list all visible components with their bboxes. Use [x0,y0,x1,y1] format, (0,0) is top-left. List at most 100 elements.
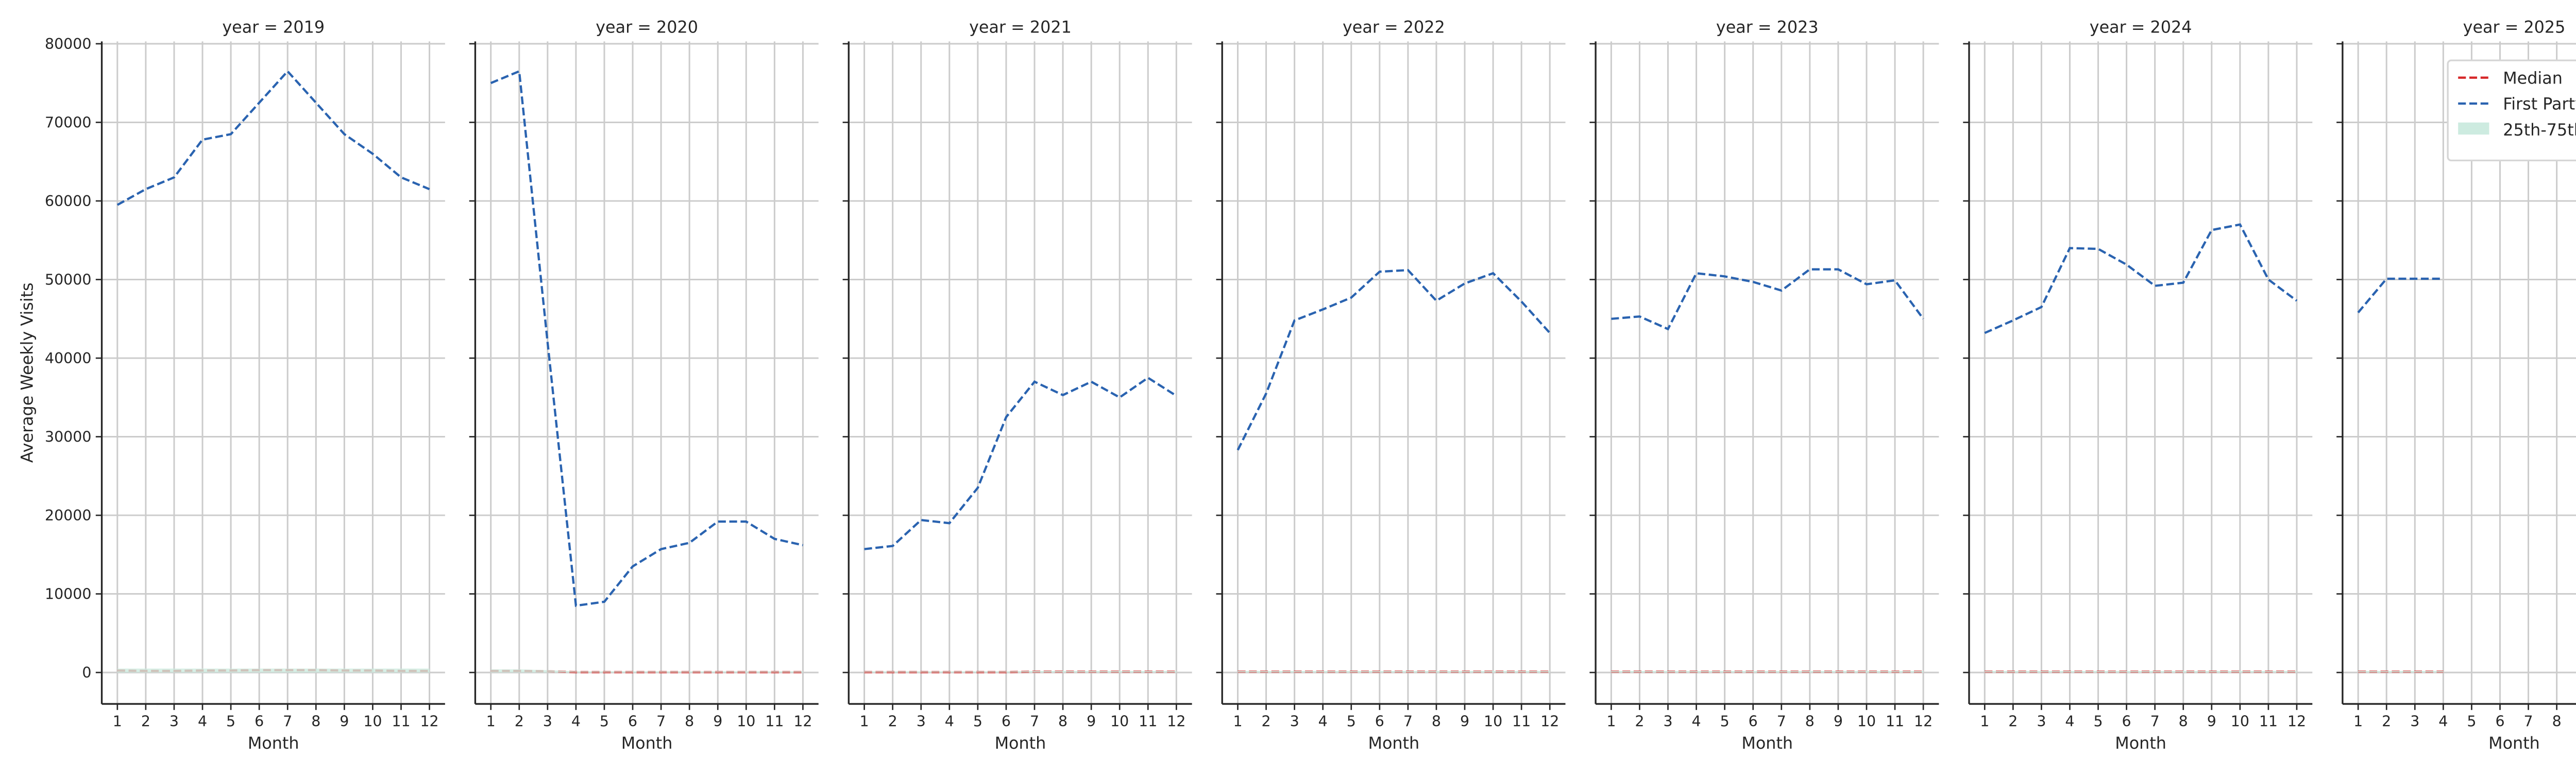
x-tick-label: 4 [1318,713,1328,730]
facet: year = 2019 0 10000 20000 30000 40000 50000 600… [18,18,445,753]
x-tick-label: 10 [363,713,382,730]
series-line [116,70,430,206]
x-tick-label: 2 [515,713,524,730]
x-tick-label: 11 [765,713,784,730]
x-tick-label: 9 [2207,713,2216,730]
legend-box [2447,59,2576,162]
y-tick-label: 80000 [45,36,91,53]
x-tick-label: 12 [793,713,812,730]
x-tick-label: 1 [860,713,869,730]
x-tick-label: 2 [1262,713,1271,730]
x-tick-label: 7 [1777,713,1786,730]
x-axis-label: Month [1368,734,1420,753]
x-tick-label: 2 [888,713,897,730]
y-tick-label: 50000 [45,272,91,289]
x-axis-label: Month [1741,734,1793,753]
x-tick-label: 10 [1110,713,1129,730]
x-tick-label: 3 [170,713,179,730]
percentile-band [1985,671,2297,673]
x-tick-label: 2 [141,713,150,730]
x-axis-label: Month [248,734,299,753]
series-line [1984,223,2298,334]
x-tick-label: 8 [2552,713,2562,730]
x-tick-label: 11 [1139,713,1157,730]
x-tick-label: 5 [1720,713,1730,730]
x-axis-label: Month [995,734,1046,753]
x-tick-label: 12 [1167,713,1185,730]
x-tick-label: 12 [420,713,438,730]
x-tick-label: 9 [1834,713,1843,730]
x-tick-label: 12 [2287,713,2306,730]
x-tick-label: 1 [113,713,122,730]
x-tick-label: 10 [1484,713,1502,730]
x-tick-label: 5 [600,713,609,730]
x-axis-label: Month [2115,734,2166,753]
facet-title: year = 2024 [2090,18,2192,37]
x-tick-label: 5 [1347,713,1356,730]
y-tick-label: 60000 [45,193,91,210]
y-tick-label: 10000 [45,586,91,603]
x-tick-label: 6 [628,713,637,730]
x-tick-label: 8 [685,713,694,730]
x-axis-label: Month [621,734,673,753]
x-tick-label: 4 [2065,713,2074,730]
facet-title: year = 2021 [969,18,1072,37]
y-tick-label: 0 [82,664,91,681]
x-tick-label: 4 [2438,713,2448,730]
x-tick-label: 3 [1663,713,1672,730]
percentile-band [1238,671,1550,673]
x-tick-label: 6 [1749,713,1758,730]
x-tick-label: 11 [2259,713,2278,730]
x-tick-label: 7 [2150,713,2160,730]
x-tick-label: 9 [1087,713,1096,730]
x-tick-label: 3 [2410,713,2419,730]
x-tick-label: 4 [945,713,954,730]
series-line [2357,277,2444,313]
series-line [490,70,803,607]
x-tick-label: 11 [1512,713,1531,730]
x-tick-label: 7 [1403,713,1413,730]
x-tick-label: 8 [1805,713,1815,730]
x-tick-label: 8 [1058,713,1067,730]
x-tick-label: 1 [1606,713,1616,730]
y-tick-label: 30000 [45,429,91,446]
x-tick-label: 10 [737,713,755,730]
x-tick-label: 7 [656,713,666,730]
x-tick-label: 8 [1432,713,1441,730]
x-axis-label: Month [2488,734,2540,753]
x-tick-label: 6 [1002,713,1011,730]
facet-title: year = 2022 [1343,18,1445,37]
x-tick-label: 7 [2524,713,2533,730]
x-tick-label: 5 [2467,713,2476,730]
x-tick-label: 4 [198,713,207,730]
x-tick-label: 9 [713,713,722,730]
x-tick-label: 5 [226,713,235,730]
x-tick-label: 6 [255,713,264,730]
x-tick-label: 3 [2037,713,2046,730]
y-tick-label: 40000 [45,350,91,367]
facet-title: year = 2020 [596,18,698,37]
x-tick-label: 9 [340,713,349,730]
x-tick-label: 6 [2495,713,2504,730]
y-axis-label: Average Weekly Visits [18,282,37,463]
x-tick-label: 12 [1914,713,1933,730]
series-line [1611,268,1924,331]
x-tick-label: 8 [311,713,320,730]
y-tick-label: 20000 [45,507,91,524]
series-line [864,376,1177,550]
x-tick-label: 3 [917,713,926,730]
x-tick-label: 7 [1030,713,1039,730]
y-tick-label: 70000 [45,114,91,131]
percentile-band [864,671,1177,673]
legend-swatch [2458,122,2489,135]
facet-title: year = 2023 [1716,18,1819,37]
x-tick-label: 6 [2122,713,2131,730]
x-tick-label: 10 [2231,713,2249,730]
x-tick-label: 1 [2353,713,2363,730]
x-tick-label: 10 [1857,713,1876,730]
